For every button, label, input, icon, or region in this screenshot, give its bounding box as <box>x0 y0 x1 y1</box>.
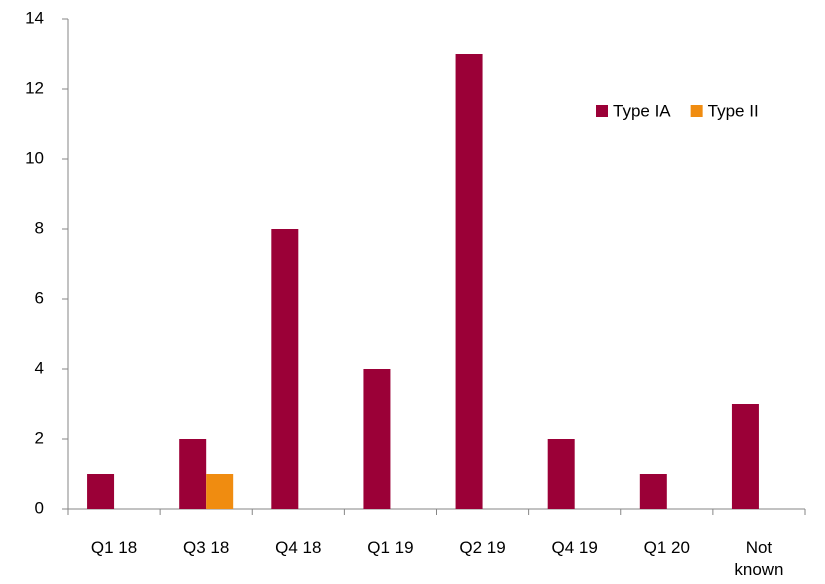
bar <box>731 404 759 509</box>
x-tick-label: Q2 19 <box>459 538 506 557</box>
x-tick-label: Q4 19 <box>551 538 598 557</box>
y-tick-label: 0 <box>35 498 44 517</box>
y-tick-label: 10 <box>25 148 44 167</box>
bar <box>547 439 575 509</box>
legend-swatch <box>596 105 608 117</box>
y-tick-label: 2 <box>35 428 44 447</box>
y-tick-label: 6 <box>35 288 44 307</box>
y-tick-label: 12 <box>25 78 44 97</box>
bar <box>639 474 667 509</box>
legend-label: Type II <box>708 101 759 120</box>
bar <box>363 369 391 509</box>
legend-label: Type IA <box>613 101 671 120</box>
y-tick-label: 8 <box>35 218 44 237</box>
x-tick-label: Q1 18 <box>90 538 138 557</box>
y-tick-label: 14 <box>25 8 44 27</box>
bar <box>206 474 234 509</box>
x-tick-label: Q4 18 <box>275 538 322 557</box>
y-tick-label: 4 <box>35 358 44 377</box>
bar <box>271 229 299 509</box>
bar <box>179 439 207 509</box>
x-tick-label: Not known <box>734 538 784 579</box>
bar <box>87 474 115 509</box>
x-tick-label: Q1 19 <box>367 538 414 557</box>
x-tick-label: Q1 20 <box>643 538 690 557</box>
legend-swatch <box>690 105 703 117</box>
x-tick-label: Q3 18 <box>183 538 230 557</box>
bar <box>455 54 483 509</box>
